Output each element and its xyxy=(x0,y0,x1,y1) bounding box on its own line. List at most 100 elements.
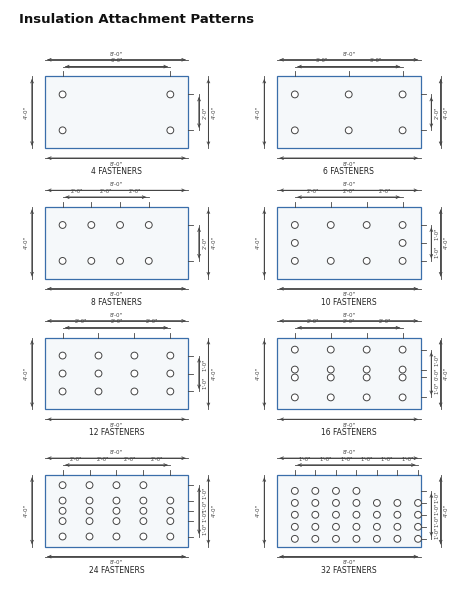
Circle shape xyxy=(59,388,66,395)
Text: 1'-0": 1'-0" xyxy=(202,487,207,499)
Text: 2'-0": 2'-0" xyxy=(124,457,136,462)
Circle shape xyxy=(399,127,406,134)
Circle shape xyxy=(328,374,334,381)
Text: 1'-0": 1'-0" xyxy=(202,509,207,522)
Circle shape xyxy=(140,497,147,504)
Text: 8'-0": 8'-0" xyxy=(110,423,123,428)
Text: 4'-0": 4'-0" xyxy=(255,367,261,380)
Circle shape xyxy=(59,91,66,98)
Circle shape xyxy=(88,257,95,264)
Text: 10 FASTENERS: 10 FASTENERS xyxy=(321,298,376,306)
Circle shape xyxy=(312,511,319,518)
Circle shape xyxy=(292,366,298,373)
Text: 0'-0": 0'-0" xyxy=(435,367,439,380)
Circle shape xyxy=(292,221,298,229)
Circle shape xyxy=(353,487,360,494)
Circle shape xyxy=(328,221,334,229)
Text: 16 FASTENERS: 16 FASTENERS xyxy=(321,428,376,437)
Text: 8'-0": 8'-0" xyxy=(342,313,355,318)
Text: 32 FASTENERS: 32 FASTENERS xyxy=(321,566,376,574)
Text: 8'-0": 8'-0" xyxy=(342,292,355,297)
Circle shape xyxy=(292,524,298,530)
Text: 4'-0": 4'-0" xyxy=(444,367,449,380)
Text: 4'-0": 4'-0" xyxy=(23,106,28,119)
Circle shape xyxy=(59,370,66,377)
Text: 2'-0": 2'-0" xyxy=(307,189,319,194)
Text: 1'-0": 1'-0" xyxy=(435,227,439,240)
Circle shape xyxy=(292,535,298,543)
Text: 4'-0": 4'-0" xyxy=(23,237,28,249)
Circle shape xyxy=(167,127,174,134)
Circle shape xyxy=(363,221,370,229)
Text: 1'-0": 1'-0" xyxy=(435,381,439,394)
Circle shape xyxy=(312,535,319,543)
Circle shape xyxy=(167,517,174,525)
Text: 4'-0": 4'-0" xyxy=(211,504,217,517)
Circle shape xyxy=(113,497,120,504)
Circle shape xyxy=(113,533,120,540)
Circle shape xyxy=(59,257,66,264)
Circle shape xyxy=(399,394,406,401)
Circle shape xyxy=(415,500,421,506)
Text: 4'-0": 4'-0" xyxy=(255,237,261,249)
Circle shape xyxy=(140,517,147,525)
Bar xyxy=(45,207,188,279)
Text: 1'-0": 1'-0" xyxy=(435,246,439,258)
Circle shape xyxy=(333,511,339,518)
Circle shape xyxy=(95,352,102,359)
Text: 12 FASTENERS: 12 FASTENERS xyxy=(89,428,144,437)
Circle shape xyxy=(86,497,93,504)
Circle shape xyxy=(117,221,123,229)
Circle shape xyxy=(353,511,360,518)
Bar xyxy=(45,77,188,148)
Circle shape xyxy=(312,500,319,506)
Circle shape xyxy=(59,533,66,540)
Circle shape xyxy=(59,221,66,229)
Circle shape xyxy=(333,524,339,530)
Circle shape xyxy=(167,352,174,359)
Text: 1'-0": 1'-0" xyxy=(319,457,332,462)
Text: 4'-0": 4'-0" xyxy=(444,504,449,517)
Text: 1'-0": 1'-0" xyxy=(202,376,207,389)
Text: 4'-0": 4'-0" xyxy=(23,504,28,517)
Circle shape xyxy=(333,487,339,494)
Text: 4'-0": 4'-0" xyxy=(444,106,449,119)
Circle shape xyxy=(312,487,319,494)
Circle shape xyxy=(59,352,66,359)
Circle shape xyxy=(292,346,298,353)
Circle shape xyxy=(167,91,174,98)
Text: 4'-0": 4'-0" xyxy=(444,237,449,249)
Circle shape xyxy=(415,535,421,543)
Text: 2'-0": 2'-0" xyxy=(100,189,112,194)
Text: 8'-0": 8'-0" xyxy=(342,423,355,428)
Text: 1'-0": 1'-0" xyxy=(360,457,373,462)
Circle shape xyxy=(86,508,93,514)
Circle shape xyxy=(399,366,406,373)
Text: 8'-0": 8'-0" xyxy=(110,450,123,455)
Bar xyxy=(45,338,188,409)
Circle shape xyxy=(353,535,360,543)
Text: 8'-0": 8'-0" xyxy=(110,162,123,167)
Circle shape xyxy=(292,127,298,134)
Text: 2'-0": 2'-0" xyxy=(151,457,163,462)
Text: 2'-0": 2'-0" xyxy=(378,319,391,324)
Circle shape xyxy=(363,394,370,401)
Text: 8'-0": 8'-0" xyxy=(342,450,355,455)
Text: 8'-0": 8'-0" xyxy=(110,313,123,318)
Circle shape xyxy=(113,508,120,514)
Text: 1'-0": 1'-0" xyxy=(401,457,414,462)
Circle shape xyxy=(167,370,174,377)
Text: 2'-0": 2'-0" xyxy=(435,106,439,119)
Circle shape xyxy=(328,257,334,264)
Bar xyxy=(45,475,188,547)
Circle shape xyxy=(59,127,66,134)
Circle shape xyxy=(399,346,406,353)
Text: 4'-0": 4'-0" xyxy=(211,367,217,380)
Circle shape xyxy=(415,524,421,530)
Circle shape xyxy=(167,533,174,540)
Text: 1'-0": 1'-0" xyxy=(299,457,311,462)
Text: 2'-0": 2'-0" xyxy=(110,319,123,324)
Circle shape xyxy=(363,257,370,264)
Circle shape xyxy=(59,497,66,504)
Text: 4'-0": 4'-0" xyxy=(255,106,261,119)
